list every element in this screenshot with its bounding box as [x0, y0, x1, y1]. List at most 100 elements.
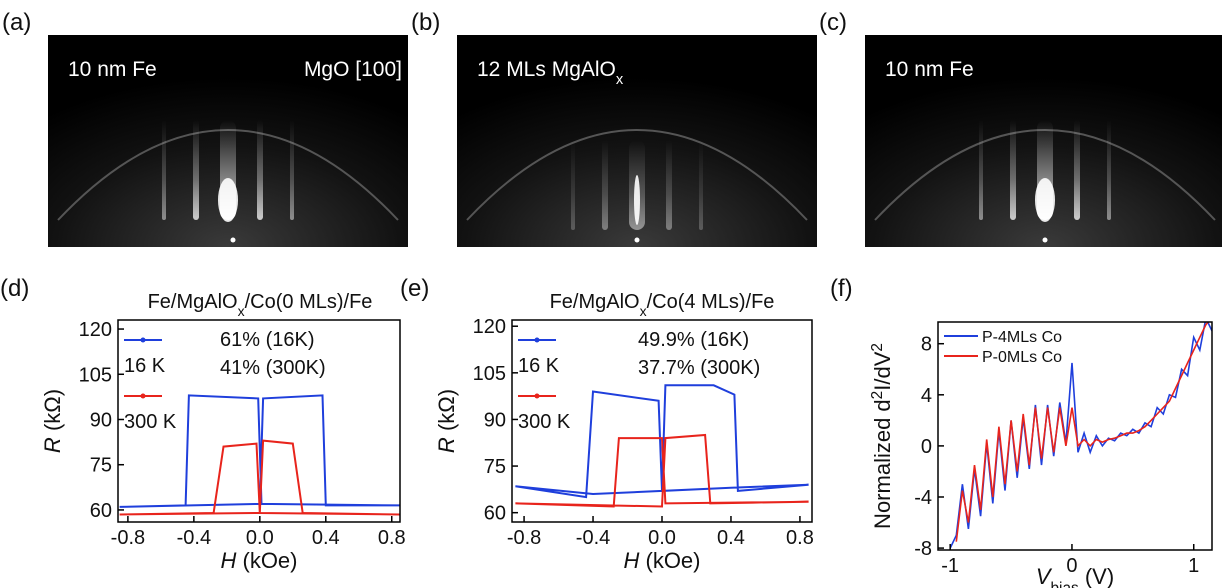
x-tick-label: 0.4: [312, 527, 340, 549]
rheed-streak: [979, 120, 983, 220]
legend-marker: [534, 393, 540, 399]
chart-title: Fe/MgAlOx/Co(0 MLs)/Fe: [148, 291, 373, 319]
y-tick-label: -8: [914, 538, 932, 560]
text-part: bias: [1051, 580, 1080, 588]
y-tick-label: -4: [914, 487, 932, 509]
data-line: [515, 384, 809, 499]
x-tick-label: -0.4: [576, 527, 610, 549]
rheed-spot: [1035, 178, 1055, 222]
y-tick-label: 75: [90, 455, 112, 477]
rheed-streak: [193, 120, 199, 220]
text-part: Fe/MgAlO: [550, 291, 640, 313]
y-tick-label: 120: [79, 319, 112, 341]
legend-label: 16 K: [124, 355, 166, 377]
legend-marker: [140, 337, 146, 343]
text-part: (kOe): [639, 548, 700, 573]
text-part: I/dV: [870, 351, 895, 390]
y-tick-label: 75: [484, 456, 506, 478]
y-tick-label: 0: [921, 436, 932, 458]
legend-marker: [140, 393, 146, 399]
x-tick-label: 0.4: [717, 527, 745, 549]
rheed-streak: [666, 140, 672, 230]
text-part: 2: [869, 391, 886, 400]
y-tick-label: 120: [473, 316, 506, 338]
x-axis-label: H (kOe): [220, 548, 297, 573]
data-line: [119, 439, 400, 516]
text-part: H: [623, 548, 639, 573]
y-tick-label: 90: [484, 409, 506, 431]
y-axis-label: Normalized d2I/dV2: [869, 343, 896, 529]
y-tick-label: 8: [921, 334, 932, 356]
y-tick-label: 90: [90, 409, 112, 431]
chart-title: Fe/MgAlOx/Co(4 MLs)/Fe: [550, 291, 775, 319]
y-tick-label: 4: [921, 385, 932, 407]
text-part: (kOe): [236, 548, 297, 573]
panel-label: (b): [411, 9, 440, 36]
rheed-streak: [162, 120, 166, 220]
direct-beam: [1042, 237, 1048, 243]
rheed-streak: [571, 140, 575, 230]
panel-label: (e): [400, 275, 429, 302]
y-tick-label: 105: [79, 364, 112, 386]
image-label: 10 nm Fe: [68, 58, 157, 81]
rheed-spot: [634, 175, 640, 225]
x-tick-label: 0.0: [246, 527, 274, 549]
y-tick-label: 105: [473, 363, 506, 385]
legend-label: P-0MLs Co: [982, 349, 1062, 366]
rheed-ring: [466, 129, 808, 221]
panel-label: (d): [0, 275, 29, 302]
text-part: 10 nm Fe: [68, 58, 157, 81]
rheed-streak: [1074, 120, 1080, 220]
annotation: 49.9% (16K): [638, 329, 749, 351]
y-tick-label: 60: [90, 500, 112, 522]
rheed-streak: [1010, 120, 1016, 220]
legend-label: 300 K: [124, 411, 177, 433]
text-part: V: [1036, 564, 1053, 588]
text-part: /Co(0 MLs)/Fe: [245, 291, 373, 313]
y-tick-label: 60: [484, 503, 506, 525]
text-part: H: [220, 548, 236, 573]
legend-marker: [534, 337, 540, 343]
x-tick-label: 0.0: [648, 527, 676, 549]
text-part: Normalized d: [870, 399, 895, 529]
plot-frame: [117, 319, 401, 523]
text-part: R: [40, 437, 65, 453]
panel-label: (a): [2, 9, 31, 36]
legend-label: 16 K: [518, 355, 560, 377]
text-part: x: [238, 303, 245, 319]
x-tick-label: -0.8: [507, 527, 541, 549]
text-part: Fe/MgAlO: [148, 291, 238, 313]
y-axis-label: R (kΩ): [40, 389, 65, 453]
text-part: 10 nm Fe: [885, 58, 974, 81]
x-tick-label: 0.8: [786, 527, 814, 549]
panel-label: (f): [830, 275, 853, 302]
text-part: (V): [1079, 564, 1114, 588]
text-part: x: [640, 303, 647, 319]
rheed-streak: [602, 140, 608, 230]
direct-beam: [634, 237, 640, 243]
x-tick-label: 1: [1188, 555, 1199, 577]
x-tick-label: -0.4: [177, 527, 211, 549]
text-part: 12 MLs MgAlO: [477, 58, 616, 81]
x-axis-label: Vbias (V): [1036, 564, 1114, 588]
x-tick-label: 0.8: [378, 527, 406, 549]
data-line: [119, 394, 400, 508]
legend-label: 300 K: [518, 411, 571, 433]
plot-frame: [937, 321, 1213, 551]
rheed-spot: [218, 178, 238, 222]
annotation: 61% (16K): [220, 329, 315, 351]
data-line: [955, 322, 1210, 542]
image-label: MgO [100]: [304, 58, 402, 81]
text-part: x: [616, 72, 624, 88]
text-part: (kΩ): [434, 389, 459, 437]
annotation: 41% (300K): [220, 357, 326, 379]
x-tick-label: 0: [1066, 555, 1077, 577]
data-line: [515, 433, 809, 508]
legend-label: P-4MLs Co: [982, 329, 1062, 346]
rheed-streak: [1107, 120, 1111, 220]
direct-beam: [230, 237, 236, 243]
x-tick-label: -1: [941, 555, 959, 577]
panel-label: (c): [819, 9, 847, 36]
text-part: 2: [869, 343, 886, 352]
